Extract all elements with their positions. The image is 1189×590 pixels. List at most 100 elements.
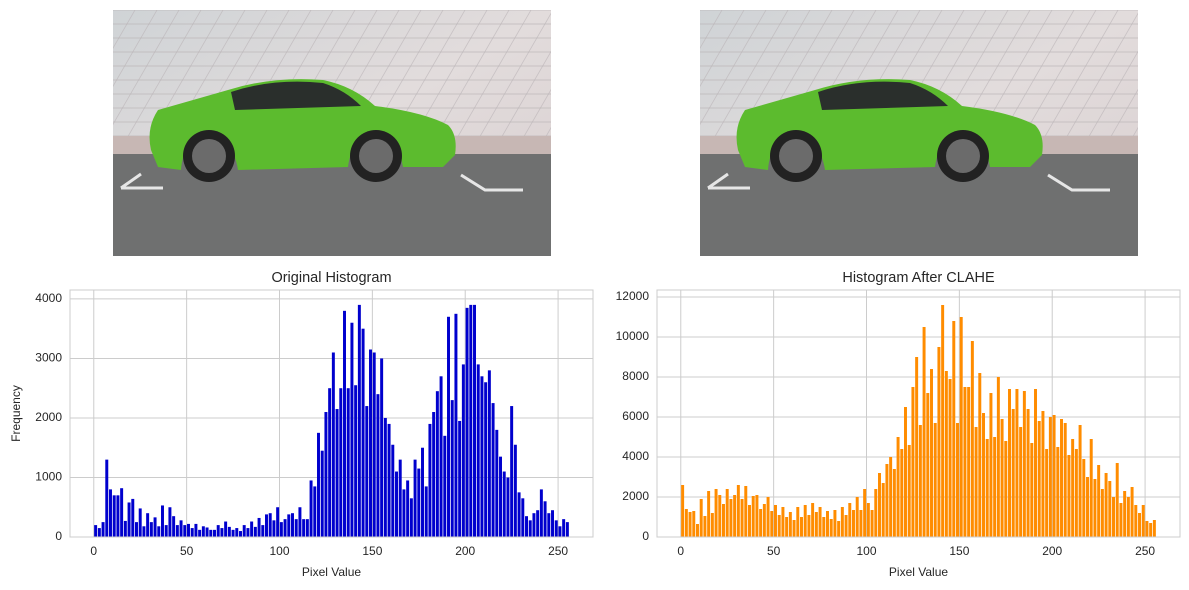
bar	[324, 412, 328, 537]
bar	[343, 310, 346, 537]
bar	[996, 377, 1000, 537]
bar	[874, 489, 878, 537]
bar	[855, 497, 859, 537]
bar	[558, 526, 562, 537]
bar	[406, 480, 410, 537]
bar	[532, 513, 536, 537]
bar	[729, 499, 733, 537]
chart-title: Original Histogram	[271, 270, 391, 286]
bar	[881, 483, 885, 537]
x-tick-label: 250	[1135, 544, 1155, 558]
bar	[465, 307, 469, 537]
bar	[829, 519, 833, 537]
bar	[302, 519, 306, 537]
y-tick-label: 0	[55, 529, 62, 543]
bar	[331, 352, 335, 537]
bar	[1000, 419, 1004, 537]
bar	[502, 471, 506, 537]
bar	[1056, 447, 1060, 537]
bar	[1063, 423, 1067, 537]
y-tick-label: 12000	[616, 289, 650, 303]
bar	[131, 498, 135, 537]
bar	[722, 504, 725, 537]
bar	[963, 387, 967, 537]
bar	[1149, 523, 1153, 537]
bar	[175, 525, 179, 537]
bar	[120, 488, 124, 537]
bar	[1089, 439, 1093, 537]
bar	[101, 522, 105, 537]
bar	[1097, 465, 1101, 537]
bar	[807, 515, 811, 537]
bar	[495, 429, 499, 537]
bar	[413, 459, 417, 537]
bar	[205, 527, 209, 537]
x-tick-label: 100	[269, 544, 289, 558]
bar	[387, 423, 391, 537]
bar	[1082, 459, 1086, 537]
bar	[788, 512, 792, 537]
bar	[911, 387, 915, 537]
bar	[94, 525, 98, 537]
bar	[833, 510, 837, 537]
bar	[116, 495, 120, 537]
bar	[896, 437, 900, 537]
y-tick-label: 10000	[616, 329, 650, 343]
bar	[822, 517, 826, 537]
y-axis-label: Frequency	[9, 385, 23, 442]
bar	[688, 512, 692, 537]
bar	[1026, 409, 1030, 537]
bar	[491, 403, 495, 537]
bar	[391, 444, 395, 537]
bar	[357, 304, 361, 537]
bar	[982, 413, 985, 537]
bar	[1074, 449, 1078, 537]
bar	[439, 376, 443, 537]
bar	[703, 516, 707, 537]
bar	[402, 489, 406, 537]
bar	[261, 525, 265, 537]
y-tick-label: 6000	[622, 409, 649, 423]
bar	[915, 357, 919, 537]
bar	[978, 373, 982, 537]
bar	[811, 503, 815, 537]
bar	[305, 519, 309, 537]
bar	[733, 495, 737, 537]
bar	[227, 526, 231, 537]
bar	[766, 497, 770, 537]
bar	[918, 425, 922, 537]
bar	[105, 459, 109, 537]
bar	[930, 369, 933, 537]
bar	[967, 387, 971, 537]
chart-title: Histogram After CLAHE	[842, 270, 995, 286]
bar	[1034, 389, 1037, 537]
bar	[755, 495, 759, 537]
y-tick-label: 3000	[35, 351, 62, 365]
bar	[1130, 487, 1134, 537]
bar	[350, 322, 354, 537]
bar	[699, 499, 703, 537]
bar	[1041, 411, 1045, 537]
bar	[989, 393, 993, 537]
bar	[948, 379, 952, 537]
bar	[1015, 389, 1019, 537]
bar	[328, 388, 332, 537]
x-tick-label: 200	[455, 544, 475, 558]
bar	[904, 407, 907, 537]
bar	[272, 520, 276, 537]
bar	[487, 370, 491, 537]
bar	[1067, 455, 1071, 537]
bar	[922, 327, 926, 537]
bar	[1152, 520, 1156, 537]
bar	[484, 382, 488, 537]
clahe-image	[698, 8, 1140, 258]
bar	[539, 489, 543, 537]
bar	[937, 347, 941, 537]
bar	[473, 304, 476, 537]
bar	[710, 513, 714, 537]
bar	[814, 512, 818, 537]
bar	[450, 400, 454, 537]
bar	[1100, 489, 1104, 537]
bar	[220, 528, 224, 537]
bar	[250, 521, 254, 537]
